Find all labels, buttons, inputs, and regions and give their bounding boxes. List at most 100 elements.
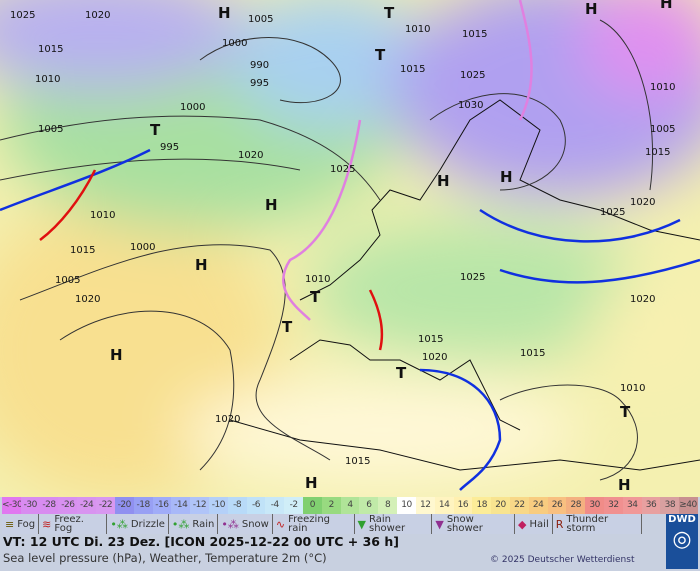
fronts bbox=[0, 0, 700, 491]
legend-item: ▼ Rain shower bbox=[355, 514, 433, 534]
isobar-label: 995 bbox=[250, 78, 269, 89]
scale-cell: 0 bbox=[303, 497, 322, 514]
isobar-label: 1020 bbox=[238, 150, 263, 161]
legend-label: Snow bbox=[241, 518, 269, 530]
high-pressure-label: H bbox=[305, 474, 318, 492]
scale-cell: 4 bbox=[340, 497, 360, 514]
scale-cell: 24 bbox=[528, 497, 548, 514]
scale-cell: 14 bbox=[434, 497, 454, 514]
isobar-label: 1000 bbox=[222, 38, 247, 49]
scale-cell: -16 bbox=[152, 497, 172, 514]
isobar-label: 1015 bbox=[462, 29, 487, 40]
isobar-label: 1010 bbox=[35, 74, 60, 85]
legend-label: Rain shower bbox=[369, 514, 406, 534]
rain-icon: •⁂ bbox=[171, 517, 190, 531]
isobar-label: 1030 bbox=[458, 100, 483, 111]
high-pressure-label: H bbox=[265, 196, 278, 214]
isobar-label: 1010 bbox=[90, 210, 115, 221]
dwd-logo: DWD ◎ bbox=[666, 514, 698, 569]
scale-cell: -22 bbox=[96, 497, 115, 514]
isobar-label: 1000 bbox=[180, 102, 205, 113]
isobar-label: 1025 bbox=[600, 207, 625, 218]
scale-cell: -8 bbox=[227, 497, 247, 514]
isobar-label: 1015 bbox=[345, 456, 370, 467]
high-pressure-label: H bbox=[585, 0, 598, 18]
rain-shower-icon: ▼ bbox=[357, 517, 366, 531]
isobar-label: 1005 bbox=[248, 14, 273, 25]
scale-cell: 20 bbox=[491, 497, 510, 514]
scale-cell: 18 bbox=[472, 497, 492, 514]
freezing-fog-icon: ≋ bbox=[42, 517, 52, 531]
high-pressure-label: H bbox=[195, 256, 208, 274]
isobar-label: 1025 bbox=[10, 10, 35, 21]
isobar-label: 1015 bbox=[38, 44, 63, 55]
scale-cell: ≥40 °C bbox=[679, 497, 699, 514]
legend-item: ∿ Freezing rain bbox=[273, 514, 355, 534]
scale-cell: -14 bbox=[171, 497, 191, 514]
freezing-rain-icon: ∿ bbox=[275, 517, 286, 531]
isobar-label: 1015 bbox=[400, 64, 425, 75]
isobar-label: 1025 bbox=[460, 70, 485, 81]
legend-label: Hail bbox=[529, 518, 549, 530]
legend-label: Snow shower bbox=[446, 514, 483, 534]
scale-cell: 32 bbox=[604, 497, 623, 514]
legend-label: Thunder storm bbox=[566, 514, 609, 534]
fog-icon: ≡ bbox=[5, 517, 15, 531]
isobars bbox=[0, 19, 653, 481]
scale-cell: -24 bbox=[77, 497, 97, 514]
scale-cell: -28 bbox=[39, 497, 59, 514]
snow-icon: •⁂ bbox=[221, 517, 239, 531]
high-pressure-label: H bbox=[437, 172, 450, 190]
scale-cell: 8 bbox=[378, 497, 398, 514]
isobar-label: 1015 bbox=[418, 334, 443, 345]
scale-cell: 10 bbox=[397, 497, 416, 514]
low-pressure-label: T bbox=[150, 121, 161, 139]
legend-item: •⁂ Snow bbox=[218, 514, 273, 534]
scale-cell: -4 bbox=[265, 497, 285, 514]
coastlines bbox=[229, 99, 700, 471]
scale-cell: 34 bbox=[622, 497, 642, 514]
thunderstorm-icon: R bbox=[555, 517, 564, 531]
isobar-label: 1010 bbox=[650, 82, 675, 93]
scale-cell: 16 bbox=[453, 497, 473, 514]
isobar-label: 1010 bbox=[620, 383, 645, 394]
scale-cell: 28 bbox=[566, 497, 586, 514]
isobar-label: 1020 bbox=[215, 414, 240, 425]
legend-label: Drizzle bbox=[130, 518, 165, 530]
scale-cell: -30 bbox=[20, 497, 40, 514]
isobar-label: 995 bbox=[160, 142, 179, 153]
isobar-label: 1025 bbox=[460, 272, 485, 283]
isobar-label: 1010 bbox=[405, 24, 430, 35]
scale-cell: -20 bbox=[114, 497, 134, 514]
scale-cell: 26 bbox=[547, 497, 567, 514]
isobar-label: 1020 bbox=[422, 352, 447, 363]
isobar-label: 1005 bbox=[38, 124, 63, 135]
map-subtitle: Sea level pressure (hPa), Weather, Tempe… bbox=[3, 551, 327, 565]
drizzle-icon: •⁂ bbox=[110, 517, 128, 531]
scale-cell: -12 bbox=[190, 497, 209, 514]
scale-cell: 2 bbox=[321, 497, 341, 514]
low-pressure-label: T bbox=[282, 318, 293, 336]
legend-label: Rain bbox=[192, 518, 215, 530]
legend-item: •⁂ Drizzle bbox=[107, 514, 169, 534]
scale-cell: <-30 bbox=[2, 497, 21, 514]
scale-cell: -2 bbox=[284, 497, 303, 514]
isobar-label: 1010 bbox=[305, 274, 330, 285]
isobar-label: 1015 bbox=[645, 147, 670, 158]
scale-cell: 6 bbox=[359, 497, 379, 514]
isobar-label: 1020 bbox=[75, 294, 100, 305]
isobar-label: 1020 bbox=[630, 197, 655, 208]
scale-cell: 22 bbox=[509, 497, 529, 514]
scale-cell: 36 bbox=[641, 497, 661, 514]
low-pressure-label: T bbox=[375, 46, 386, 64]
scale-cell: 38 bbox=[660, 497, 680, 514]
isobar-label: 1025 bbox=[330, 164, 355, 175]
isobar-label: 990 bbox=[250, 60, 269, 71]
scale-cell: -18 bbox=[133, 497, 153, 514]
low-pressure-label: T bbox=[310, 288, 321, 306]
high-pressure-label: H bbox=[618, 476, 631, 494]
isobar-label: 1015 bbox=[70, 245, 95, 256]
scale-cell: -6 bbox=[246, 497, 266, 514]
copyright: © 2025 Deutscher Wetterdienst bbox=[490, 555, 635, 565]
spiral-icon: ◎ bbox=[672, 527, 692, 552]
